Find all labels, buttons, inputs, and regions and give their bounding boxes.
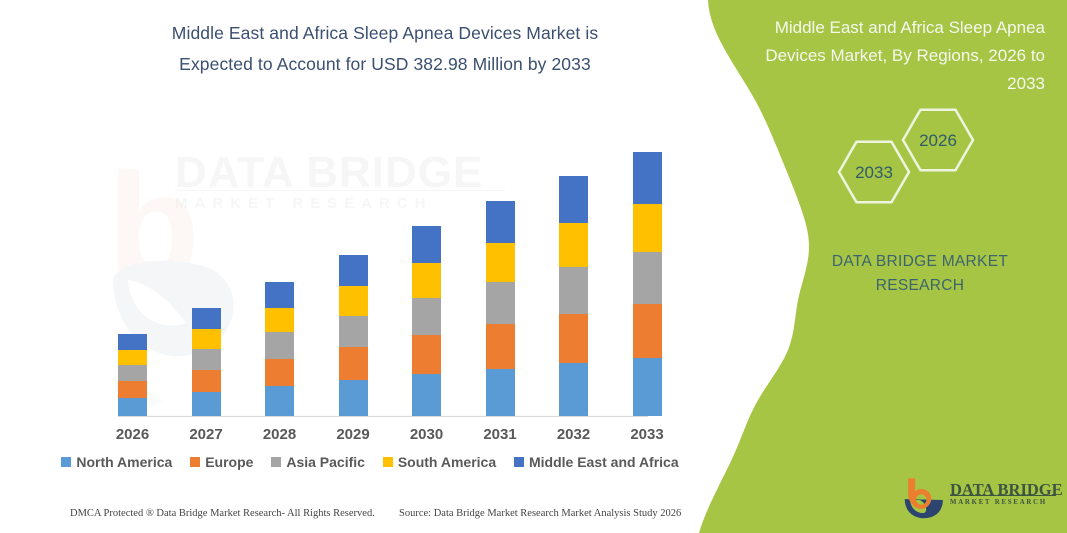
svg-text:2033: 2033: [855, 163, 893, 182]
svg-text:2026: 2026: [919, 131, 957, 150]
